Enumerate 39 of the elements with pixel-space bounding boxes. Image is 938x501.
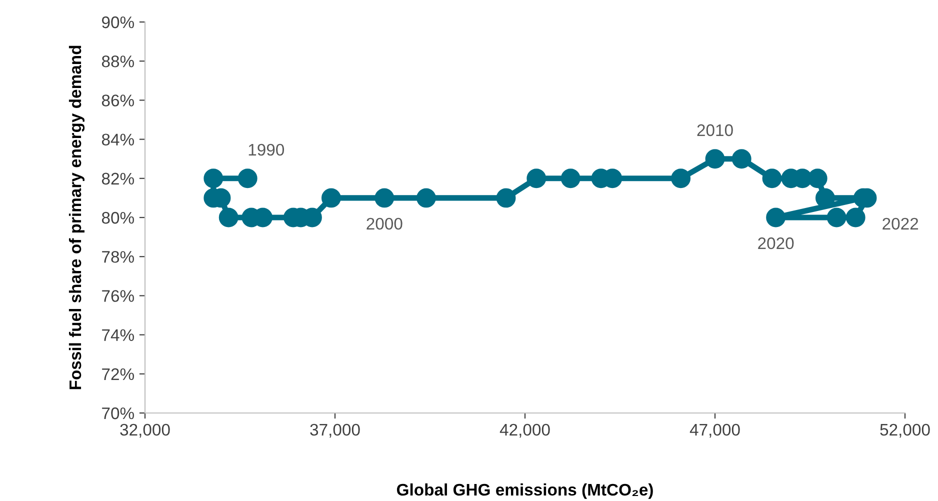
y-tick-label: 84% <box>102 134 134 146</box>
point <box>762 168 782 188</box>
annotation: 2010 <box>697 124 733 136</box>
point <box>826 208 846 228</box>
x-tick-label: 32,000 <box>120 424 170 438</box>
point <box>416 188 436 208</box>
y-tick-label: 74% <box>102 329 134 341</box>
y-tick-label: 86% <box>102 94 134 106</box>
point <box>671 168 691 188</box>
x-axis-title: Global GHG emissions (MtCO₂e) <box>396 483 653 499</box>
point <box>846 208 866 228</box>
y-tick-label: 78% <box>102 251 134 263</box>
y-tick-label: 72% <box>102 368 134 380</box>
x-tick-label: 37,000 <box>310 424 360 438</box>
point <box>321 188 341 208</box>
x-tick-label: 52,000 <box>880 424 930 438</box>
y-axis-title: Fossil fuel share of primary energy demand <box>68 46 85 390</box>
y-tick-label: 90% <box>102 16 134 28</box>
point <box>374 188 394 208</box>
point <box>204 168 224 188</box>
annotation: 2000 <box>366 218 402 230</box>
y-tick-label: 80% <box>102 212 134 224</box>
point <box>705 149 725 169</box>
annotation: 2022 <box>882 218 918 230</box>
x-tick-label: 42,000 <box>500 424 550 438</box>
annotation: 2020 <box>758 237 794 250</box>
point <box>732 149 752 169</box>
point <box>496 188 516 208</box>
point <box>238 168 258 188</box>
point <box>218 208 238 228</box>
point <box>766 208 786 228</box>
x-tick-label: 47,000 <box>690 424 740 438</box>
point <box>560 168 580 188</box>
y-tick-label: 82% <box>102 172 134 185</box>
point <box>526 168 546 188</box>
y-tick-label: 76% <box>102 290 134 302</box>
y-tick-label: 70% <box>102 407 134 420</box>
y-tick-label: 88% <box>102 56 134 68</box>
annotation: 1990 <box>248 144 284 156</box>
